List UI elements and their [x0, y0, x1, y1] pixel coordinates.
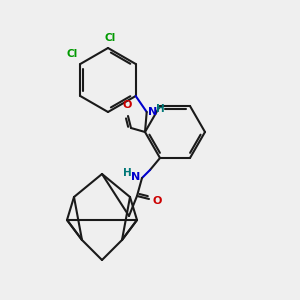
Text: Cl: Cl: [104, 33, 116, 43]
Text: N: N: [131, 172, 140, 182]
Text: H: H: [156, 104, 164, 114]
Text: O: O: [122, 100, 132, 110]
Text: H: H: [123, 168, 132, 178]
Text: N: N: [148, 107, 157, 117]
Text: Cl: Cl: [67, 49, 78, 59]
Text: O: O: [152, 196, 162, 206]
